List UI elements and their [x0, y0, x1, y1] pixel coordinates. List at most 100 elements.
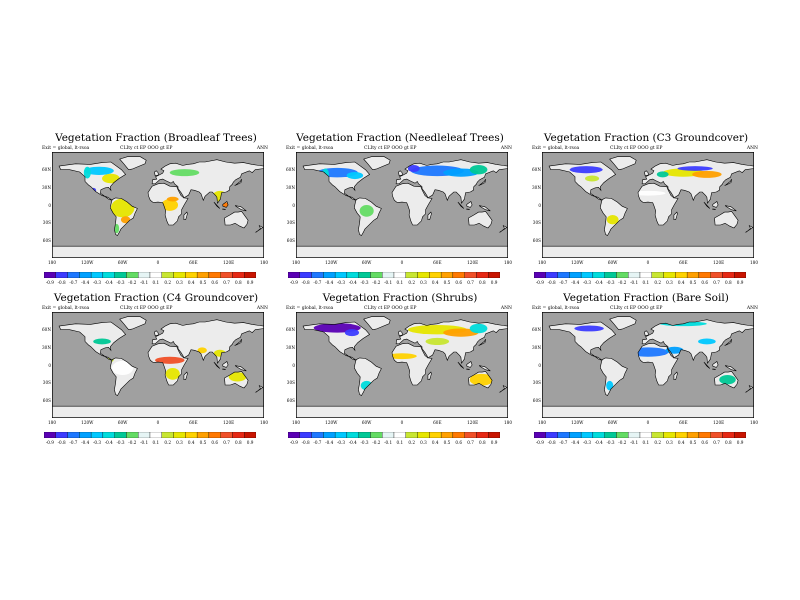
coastline	[353, 197, 382, 237]
land-mass	[542, 246, 754, 258]
lon-tick-label: 180	[260, 420, 268, 425]
lon-tick-label: 120E	[713, 260, 725, 265]
vegetation-patch	[155, 356, 185, 364]
colorbar-swatch	[185, 432, 198, 438]
land-mass	[59, 322, 126, 361]
world-map	[52, 152, 264, 258]
map-panel: Vegetation Fraction (Broadleaf Trees) Exi…	[40, 132, 272, 285]
colorbar-tick-label: 0.4	[431, 280, 439, 285]
colorbar-swatch	[244, 272, 256, 278]
panel-meta-mid: CLIty ct EP OOO gt EP	[610, 146, 663, 151]
colorbar-tick-label: 0.5	[199, 440, 207, 445]
lon-tick-label: 120W	[81, 420, 94, 425]
colorbar-tick-label: -0.4	[594, 280, 603, 285]
lat-tick-label: 30N	[286, 184, 295, 190]
colorbar-tick-label: -0.9	[535, 440, 544, 445]
colorbar-swatch	[534, 272, 546, 278]
colorbar-swatch	[114, 272, 127, 278]
coastline	[58, 161, 127, 201]
land-mass	[398, 170, 403, 176]
lon-tick-label: 60W	[361, 260, 372, 265]
coastline	[119, 156, 147, 171]
coastline	[154, 170, 159, 176]
colorbar-tick-label: -0.9	[289, 280, 298, 285]
lat-tick-label: 30N	[42, 184, 51, 190]
colorbar-swatch	[545, 432, 558, 438]
colorbar-swatch	[545, 272, 558, 278]
colorbar-tick-label: -0.9	[289, 440, 298, 445]
coastline	[673, 371, 678, 380]
colorbar-swatch	[476, 432, 489, 438]
lon-tick-label: 180	[750, 260, 758, 265]
land-mass	[255, 385, 263, 393]
coastline	[427, 371, 432, 380]
vegetation-patch	[83, 166, 91, 179]
colorbar-swatch	[208, 432, 221, 438]
land-mass	[542, 406, 754, 418]
vegetation-patch	[630, 190, 666, 196]
coastline	[478, 205, 491, 212]
land-mass	[296, 406, 508, 418]
lon-tick-label: 60E	[679, 260, 688, 265]
coastline	[641, 159, 754, 205]
colorbar	[534, 432, 746, 438]
vegetation-patch	[102, 173, 120, 184]
colorbar-tick-label: -0.3	[336, 440, 346, 445]
colorbar-tick-label: -0.7	[313, 440, 322, 445]
lon-tick-label: 60E	[433, 260, 442, 265]
colorbar-tick-label: 0.5	[443, 440, 451, 445]
colorbar-tick-label: -0.7	[313, 280, 322, 285]
colorbar-tick-label: -0.4	[104, 280, 113, 285]
map-frame	[52, 152, 264, 258]
colorbar-swatch	[639, 272, 652, 278]
lon-tick-label: 180	[292, 420, 300, 425]
coastline	[183, 211, 188, 220]
coastline	[712, 208, 716, 210]
vegetation-patch	[469, 373, 494, 386]
coastline	[398, 330, 403, 336]
coastline	[391, 182, 433, 226]
land-mass	[499, 225, 507, 233]
colorbar-tick-label: 0.1	[642, 280, 650, 285]
coastline	[151, 319, 264, 365]
vegetation-patch	[228, 372, 247, 382]
colorbar-tick-label: -0.7	[69, 440, 78, 445]
lat-tick-label: 30S	[532, 380, 541, 386]
land-mass	[154, 330, 159, 336]
map-frame	[542, 312, 754, 418]
colorbar-tick-label: -0.3	[360, 280, 369, 285]
panel-meta-left: Exit = global, lt-rsoa	[532, 146, 580, 151]
panel-meta-right: ANN	[256, 146, 268, 151]
colorbar-tick-label: 0.5	[689, 280, 697, 285]
coastline	[468, 211, 493, 229]
lat-tick-label: 30S	[42, 220, 51, 226]
land-mass	[398, 330, 403, 336]
coastline	[224, 211, 249, 229]
colorbar-tick-label: 0.1	[152, 280, 160, 285]
vegetation-patch	[359, 205, 374, 217]
coastline	[703, 361, 711, 369]
coastline	[151, 159, 264, 205]
lon-tick-label: 60W	[607, 420, 618, 425]
coastline	[478, 338, 486, 346]
colorbar-swatch	[185, 272, 198, 278]
lat-tick-label: 60S	[532, 397, 541, 403]
colorbar-swatch	[334, 272, 348, 278]
map-frame	[52, 312, 264, 418]
colorbar-swatch	[55, 432, 68, 438]
colorbar-tick-label: 0.8	[478, 440, 486, 445]
land-mass	[466, 361, 473, 368]
coastline	[222, 368, 226, 370]
lon-tick-label: 0	[400, 420, 404, 425]
lon-tick-label: 60W	[117, 420, 128, 425]
land-mass	[466, 201, 473, 208]
coastline	[147, 342, 189, 386]
panel-meta-right: ANN	[500, 146, 512, 151]
map-panel: Vegetation Fraction (Needleleaf Trees) Ex…	[284, 132, 516, 285]
map-frame	[296, 152, 508, 258]
world-map	[296, 312, 508, 418]
colorbar-swatch	[464, 272, 477, 278]
colorbar-swatch	[663, 272, 676, 278]
colorbar-swatch	[722, 272, 735, 278]
map-frame	[542, 152, 754, 258]
